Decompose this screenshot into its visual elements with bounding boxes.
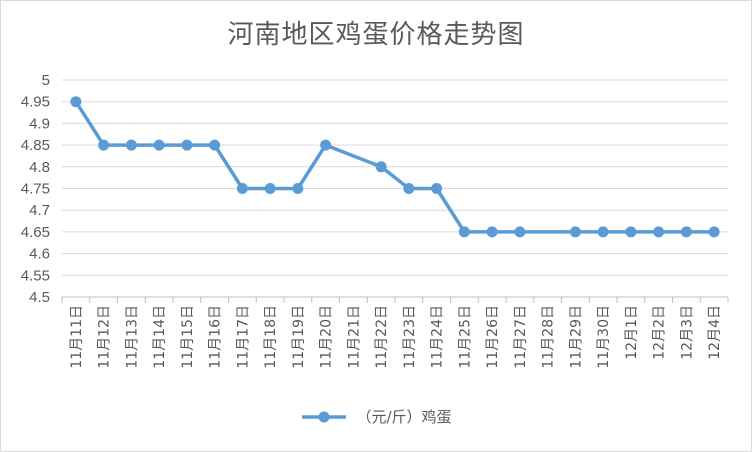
- data-point: [708, 226, 720, 238]
- x-tick-label: 11月23日: [402, 305, 418, 369]
- data-point: [458, 226, 470, 238]
- y-tick-label: 4.9: [29, 115, 50, 132]
- data-point: [209, 139, 221, 151]
- x-tick-label: 11月18日: [263, 305, 279, 369]
- data-point: [403, 183, 415, 194]
- y-tick-label: 4.75: [21, 181, 50, 198]
- series-layer: [70, 96, 720, 238]
- x-tick-label: 12月3日: [679, 305, 695, 360]
- x-tick-label: 11月17日: [235, 305, 251, 369]
- x-tick-label: 11月16日: [208, 305, 224, 369]
- x-tick-label: 11月15日: [180, 305, 196, 369]
- x-tick-label: 11月20日: [319, 305, 335, 369]
- x-tick-label: 11月21日: [346, 305, 362, 369]
- data-point: [292, 183, 304, 194]
- series-line: [74, 99, 716, 234]
- data-point: [181, 139, 193, 151]
- chart-title: 河南地区鸡蛋价格走势图: [227, 20, 525, 50]
- data-point: [375, 161, 387, 173]
- x-tick-label: 12月2日: [652, 305, 668, 360]
- x-tick-label: 12月4日: [707, 305, 723, 360]
- y-tick-label: 4.7: [29, 202, 50, 219]
- y-tick-label: 4.65: [21, 224, 50, 241]
- data-point: [320, 139, 332, 151]
- data-point: [431, 183, 443, 194]
- x-tick-label: 11月12日: [97, 305, 113, 369]
- data-point: [70, 96, 82, 108]
- data-point: [653, 226, 665, 238]
- y-tick-label: 4.85: [21, 137, 50, 154]
- data-point: [264, 183, 276, 194]
- x-tick-label: 11月25日: [457, 305, 473, 369]
- data-point: [153, 139, 165, 151]
- y-tick-label: 4.55: [21, 267, 50, 284]
- y-tick-label: 4.5: [29, 289, 50, 306]
- data-point: [125, 139, 137, 151]
- data-point: [569, 226, 581, 238]
- y-tick-label: 4.95: [21, 94, 50, 111]
- x-tick-label: 12月1日: [624, 305, 640, 360]
- x-axis: [61, 296, 729, 303]
- x-axis-ticks: 11月11日 11月12日 11月13日 11月14日 11月15日 11月16日 11月1…: [69, 305, 723, 369]
- x-tick-label: 11月11日: [69, 305, 85, 369]
- data-point: [486, 226, 498, 238]
- x-tick-label: 11月24日: [430, 305, 446, 369]
- y-tick-label: 4.8: [29, 159, 50, 176]
- x-tick-label: 11月27日: [513, 305, 529, 369]
- x-tick-label: 11月13日: [124, 305, 140, 369]
- x-tick-label: 11月22日: [374, 305, 390, 369]
- x-tick-label: 11月28日: [541, 305, 557, 369]
- x-tick-label: 11月14日: [152, 305, 168, 369]
- x-tick-label: 11月29日: [568, 305, 584, 369]
- x-tick-label: 11月19日: [291, 305, 307, 369]
- data-point: [514, 226, 526, 238]
- data-point: [680, 226, 692, 238]
- data-point: [625, 226, 637, 238]
- data-point: [597, 226, 609, 238]
- legend-label: （元/斤）鸡蛋: [356, 408, 452, 426]
- x-tick-label: 11月26日: [485, 305, 501, 369]
- data-point: [236, 183, 248, 194]
- y-tick-label: 4.6: [29, 246, 50, 263]
- x-tick-label: 11月30日: [596, 305, 612, 369]
- y-axis-ticks: 4.5 4.55 4.6 4.65 4.7 4.75 4.8 4.85 4.9 4.95 5: [21, 72, 50, 306]
- data-point: [98, 139, 110, 151]
- legend: （元/斤）鸡蛋: [0, 406, 752, 427]
- y-tick-label: 5: [42, 72, 50, 89]
- legend-marker-icon: [302, 411, 347, 422]
